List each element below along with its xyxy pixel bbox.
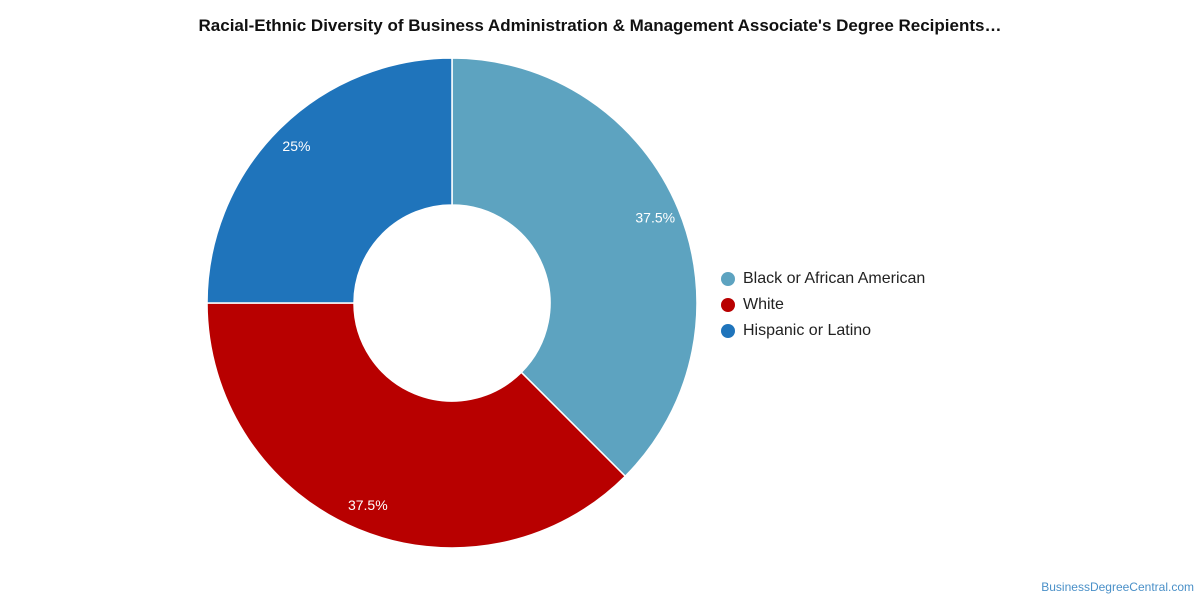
legend-item-white[interactable]: White — [721, 292, 925, 318]
slice-label-white: 37.5% — [348, 497, 388, 513]
legend-swatch-icon — [721, 298, 735, 312]
slice-label-hispanic-or-latino: 25% — [282, 138, 310, 154]
chart-title: Racial-Ethnic Diversity of Business Admi… — [198, 16, 1002, 35]
slice-label-black-or-african-american: 37.5% — [635, 210, 675, 226]
legend-swatch-icon — [721, 324, 735, 338]
legend-label: White — [743, 296, 784, 313]
legend-item-black-or-african-american[interactable]: Black or African American — [721, 266, 925, 292]
source-watermark[interactable]: BusinessDegreeCentral.com — [1041, 580, 1194, 594]
slice-black-or-african-american[interactable] — [451, 57, 698, 478]
legend-label: Black or African American — [743, 270, 926, 287]
legend-label: Hispanic or Latino — [743, 322, 872, 339]
legend-item-hispanic-or-latino[interactable]: Hispanic or Latino — [721, 318, 925, 344]
legend-swatch-icon — [721, 272, 735, 286]
slice-white[interactable] — [206, 302, 627, 549]
slice-hispanic-or-latino[interactable] — [206, 57, 453, 304]
chart-legend: Black or African American White Hispanic o… — [721, 266, 925, 344]
